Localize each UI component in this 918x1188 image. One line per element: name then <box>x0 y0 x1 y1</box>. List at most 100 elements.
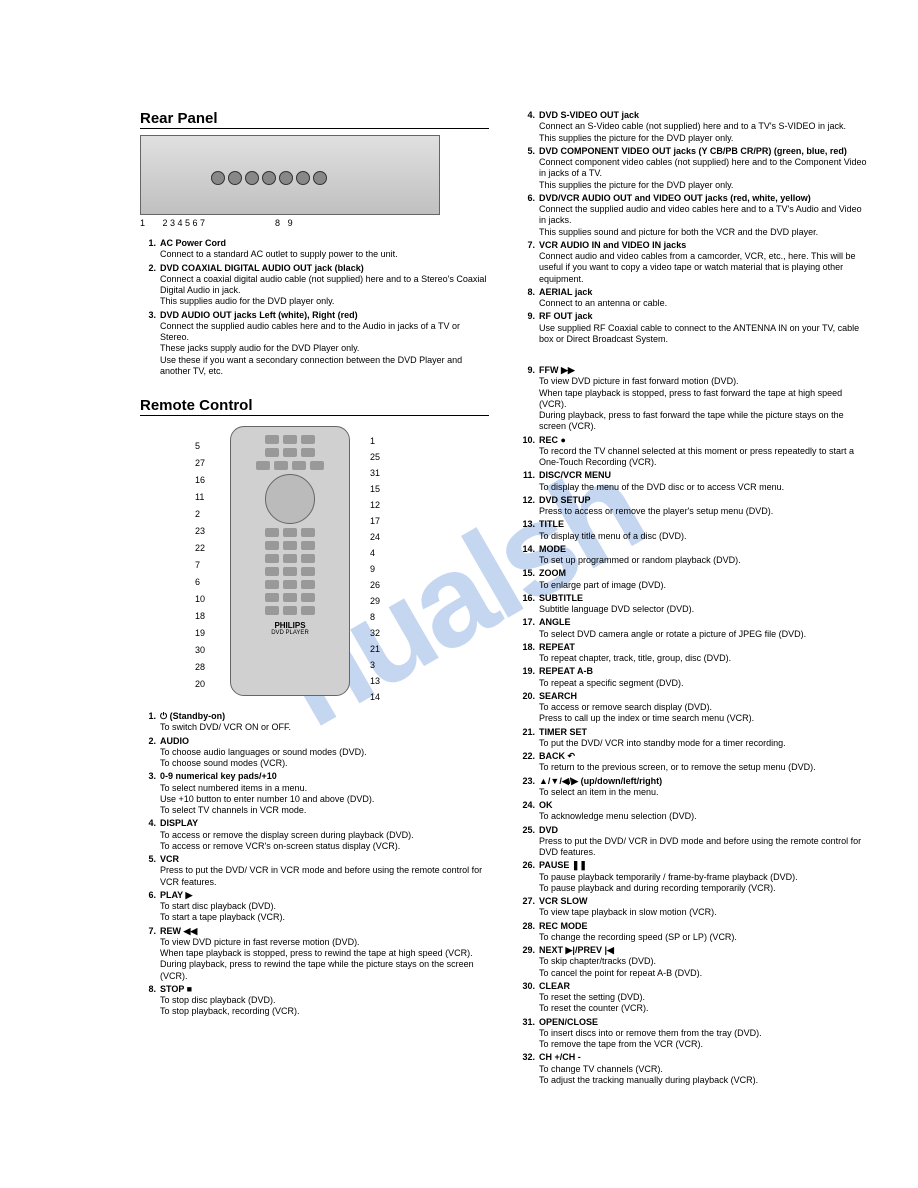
item-number: 3. <box>140 310 160 378</box>
callout-number: 7 <box>195 560 200 570</box>
item-body: AC Power CordConnect to a standard AC ou… <box>160 238 489 261</box>
item-number: 29. <box>519 945 539 979</box>
callout-number: 5 <box>195 441 200 451</box>
item-desc: These jacks supply audio for the DVD Pla… <box>160 343 489 354</box>
item-number: 5. <box>519 146 539 191</box>
item-desc: During playback, press to rewind the tap… <box>160 959 489 982</box>
item-desc: To acknowledge menu selection (DVD). <box>539 811 868 822</box>
item-number: 20. <box>519 691 539 725</box>
item-number: 3. <box>140 771 160 816</box>
item-number: 8. <box>140 984 160 1018</box>
list-item: 2.AUDIOTo choose audio languages or soun… <box>140 736 489 770</box>
list-item: 5.DVD COMPONENT VIDEO OUT jacks (Y CB/PB… <box>519 146 868 191</box>
item-number: 9. <box>519 365 539 433</box>
item-number: 28. <box>519 921 539 944</box>
item-title: OPEN/CLOSE <box>539 1017 598 1027</box>
item-number: 13. <box>519 519 539 542</box>
item-title: DVD S-VIDEO OUT jack <box>539 110 639 120</box>
item-number: 1. <box>140 711 160 734</box>
item-title: ⏻ (Standby-on) <box>160 711 225 721</box>
item-desc: When tape playback is stopped, press to … <box>160 948 489 959</box>
item-desc: Connect component video cables (not supp… <box>539 157 868 180</box>
item-body: DVD SETUPPress to access or remove the p… <box>539 495 868 518</box>
item-title: RF OUT jack <box>539 311 593 321</box>
list-item: 24.OKTo acknowledge menu selection (DVD)… <box>519 800 868 823</box>
item-body: STOP ■To stop disc playback (DVD).To sto… <box>160 984 489 1018</box>
remote-diagram: PHILIPS DVD PLAYER <box>230 426 350 696</box>
jack-icon <box>211 171 225 185</box>
rear-panel-diagram <box>140 135 440 215</box>
item-body: VCR AUDIO IN and VIDEO IN jacksConnect a… <box>539 240 868 285</box>
remote-brand: PHILIPS <box>239 621 341 630</box>
item-body: DISPLAYTo access or remove the display s… <box>160 818 489 852</box>
list-item: 14.MODETo set up programmed or random pl… <box>519 544 868 567</box>
item-desc: Connect to a standard AC outlet to suppl… <box>160 249 489 260</box>
item-number: 27. <box>519 896 539 919</box>
list-item: 26.PAUSE ❚❚To pause playback temporarily… <box>519 860 868 894</box>
item-title: DVD COAXIAL DIGITAL AUDIO OUT jack (blac… <box>160 263 364 273</box>
item-desc: This supplies the picture for the DVD pl… <box>539 133 868 144</box>
list-item: 1.⏻ (Standby-on)To switch DVD/ VCR ON or… <box>140 711 489 734</box>
item-title: REPEAT A-B <box>539 666 593 676</box>
item-body: CLEARTo reset the setting (DVD).To reset… <box>539 981 868 1015</box>
item-desc: Use +10 button to enter number 10 and ab… <box>160 794 489 805</box>
item-body: VCR SLOWTo view tape playback in slow mo… <box>539 896 868 919</box>
callout-number: 24 <box>370 532 380 542</box>
item-body: TIMER SETTo put the DVD/ VCR into standb… <box>539 727 868 750</box>
list-item: 28.REC MODETo change the recording speed… <box>519 921 868 944</box>
rear-panel-number-row: 1 2 3 4 5 6 7 8 9 <box>140 218 489 228</box>
callout-number: 3 <box>370 660 375 670</box>
jack-icon <box>296 171 310 185</box>
list-item: 3.0-9 numerical key pads/+10To select nu… <box>140 771 489 816</box>
item-desc: To cancel the point for repeat A-B (DVD)… <box>539 968 868 979</box>
callout-number: 6 <box>195 577 200 587</box>
item-title: SUBTITLE <box>539 593 583 603</box>
item-desc: To reset the counter (VCR). <box>539 1003 868 1014</box>
list-item: 16.SUBTITLESubtitle language DVD selecto… <box>519 593 868 616</box>
item-body: ANGLETo select DVD camera angle or rotat… <box>539 617 868 640</box>
item-body: DVD S-VIDEO OUT jackConnect an S-Video c… <box>539 110 868 144</box>
list-item: 12.DVD SETUPPress to access or remove th… <box>519 495 868 518</box>
item-desc: To stop disc playback (DVD). <box>160 995 489 1006</box>
item-number: 9. <box>519 311 539 345</box>
item-desc: To access or remove VCR's on-screen stat… <box>160 841 489 852</box>
callout-number: 18 <box>195 611 205 621</box>
item-desc: Press to put the DVD/ VCR in DVD mode an… <box>539 836 868 859</box>
item-number: 21. <box>519 727 539 750</box>
item-title: AC Power Cord <box>160 238 226 248</box>
item-desc: To repeat chapter, track, title, group, … <box>539 653 868 664</box>
item-number: 23. <box>519 776 539 799</box>
item-title: DVD AUDIO OUT jacks Left (white), Right … <box>160 310 358 320</box>
list-item: 9.RF OUT jackUse supplied RF Coaxial cab… <box>519 311 868 345</box>
item-body: 0-9 numerical key pads/+10To select numb… <box>160 771 489 816</box>
list-item: 8.STOP ■To stop disc playback (DVD).To s… <box>140 984 489 1018</box>
item-body: DISC/VCR MENUTo display the menu of the … <box>539 470 868 493</box>
callout-number: 30 <box>195 645 205 655</box>
callout-number: 14 <box>370 692 380 702</box>
item-body: ZOOMTo enlarge part of image (DVD). <box>539 568 868 591</box>
list-item: 11.DISC/VCR MENUTo display the menu of t… <box>519 470 868 493</box>
item-number: 22. <box>519 751 539 774</box>
item-body: CH +/CH -To change TV channels (VCR).To … <box>539 1052 868 1086</box>
list-item: 17.ANGLETo select DVD camera angle or ro… <box>519 617 868 640</box>
list-item: 6.PLAY ▶To start disc playback (DVD).To … <box>140 890 489 924</box>
item-title: DISC/VCR MENU <box>539 470 611 480</box>
item-number: 25. <box>519 825 539 859</box>
list-item: 19.REPEAT A-BTo repeat a specific segmen… <box>519 666 868 689</box>
item-title: REC MODE <box>539 921 588 931</box>
callout-number: 21 <box>370 644 380 654</box>
item-desc: To select DVD camera angle or rotate a p… <box>539 629 868 640</box>
callout-number: 12 <box>370 500 380 510</box>
callout-number: 4 <box>370 548 375 558</box>
callout-number: 26 <box>370 580 380 590</box>
item-body: REPEATTo repeat chapter, track, title, g… <box>539 642 868 665</box>
item-title: TITLE <box>539 519 564 529</box>
item-number: 6. <box>519 193 539 238</box>
item-title: DVD/VCR AUDIO OUT and VIDEO OUT jacks (r… <box>539 193 811 203</box>
item-body: OPEN/CLOSETo insert discs into or remove… <box>539 1017 868 1051</box>
item-desc: To view DVD picture in fast reverse moti… <box>160 937 489 948</box>
list-item: 10.REC ●To record the TV channel selecte… <box>519 435 868 469</box>
list-item: 5.VCRPress to put the DVD/ VCR in VCR mo… <box>140 854 489 888</box>
list-item: 3.DVD AUDIO OUT jacks Left (white), Righ… <box>140 310 489 378</box>
item-desc: To skip chapter/tracks (DVD). <box>539 956 868 967</box>
